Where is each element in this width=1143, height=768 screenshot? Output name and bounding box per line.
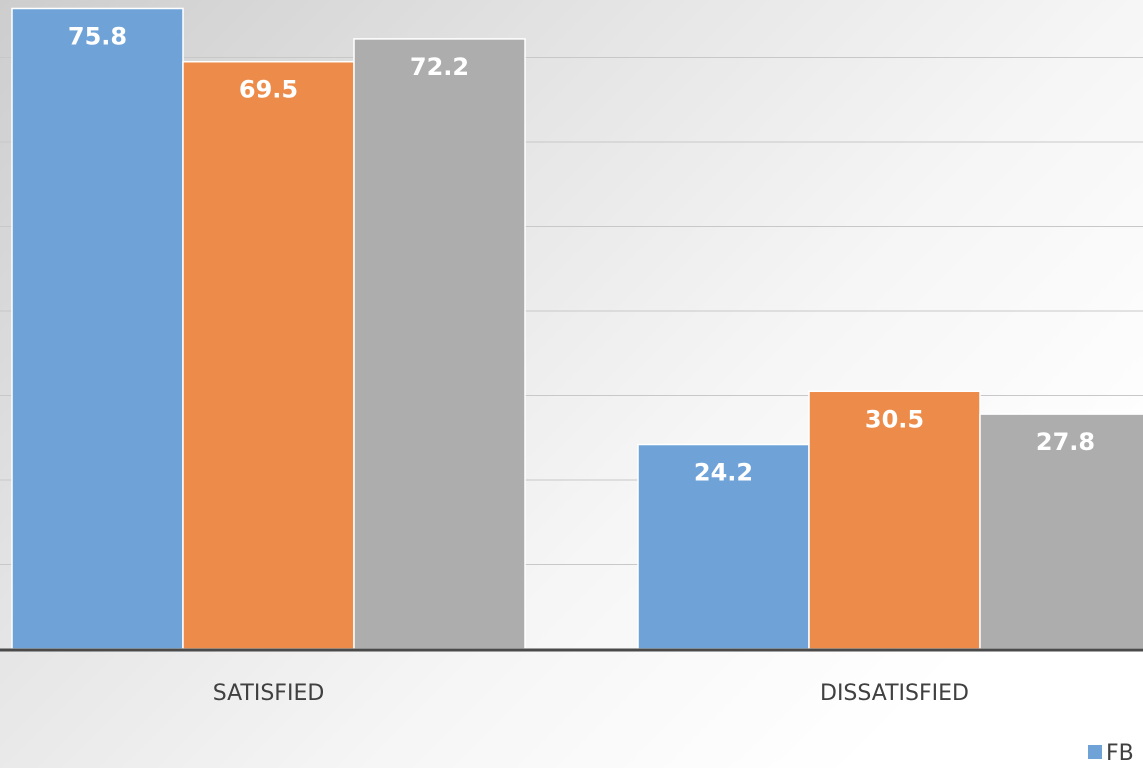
data-label-dissatisfied-series-1: 24.2: [694, 459, 753, 487]
category-label-dissatisfied: DISSATISFIED: [820, 681, 969, 706]
bar-dissatisfied-series-2: [808, 390, 981, 650]
bar-satisfied-series-2: [182, 60, 355, 650]
data-label-dissatisfied-series-2: 30.5: [865, 405, 924, 433]
category-labels-group: SATISFIED DISSATISFIED: [213, 681, 969, 706]
bar-satisfied-series-3: [353, 38, 526, 650]
data-label-satisfied-series-3: 72.2: [410, 53, 469, 81]
data-labels-group: 75.8 69.5 72.2 24.2 30.5 27.8: [68, 22, 1095, 486]
data-label-satisfied-series-2: 69.5: [239, 76, 298, 104]
data-label-satisfied-series-1: 75.8: [68, 22, 127, 50]
bar-satisfied-series-1: [11, 7, 184, 650]
legend-swatch: [1088, 745, 1102, 759]
legend-entry-label: FB: [1106, 741, 1134, 766]
category-label-satisfied: SATISFIED: [213, 681, 325, 706]
legend: FB: [1088, 741, 1134, 766]
bar-dissatisfied-series-3: [979, 413, 1143, 650]
bars-group: [11, 7, 1143, 650]
data-label-dissatisfied-series-3: 27.8: [1036, 428, 1095, 456]
